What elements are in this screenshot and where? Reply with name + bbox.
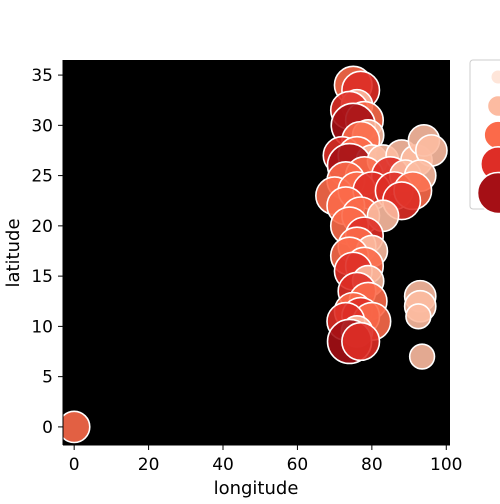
size-legend <box>470 60 500 214</box>
y-tick-label: 0 <box>42 418 53 438</box>
plot-area-background <box>63 60 450 445</box>
x-tick-label: 100 <box>430 455 462 475</box>
x-tick-label: 0 <box>69 455 80 475</box>
x-tick-label: 40 <box>212 455 234 475</box>
y-tick-label: 25 <box>31 167 53 187</box>
x-tick-label: 20 <box>138 455 160 475</box>
legend-marker <box>491 70 500 85</box>
y-tick-label: 30 <box>31 116 53 136</box>
x-tick-label: 80 <box>361 455 383 475</box>
y-tick-label: 15 <box>31 267 53 287</box>
x-axis-label: longitude <box>214 478 299 499</box>
y-tick-label: 10 <box>31 317 53 337</box>
data-point <box>410 344 435 369</box>
data-point <box>406 304 431 329</box>
y-tick-label: 20 <box>31 217 53 237</box>
data-point <box>342 323 380 361</box>
x-tick-label: 60 <box>287 455 309 475</box>
y-tick-label: 35 <box>31 66 53 86</box>
y-tick-label: 5 <box>42 368 53 388</box>
y-axis-label: latitude <box>3 218 24 287</box>
